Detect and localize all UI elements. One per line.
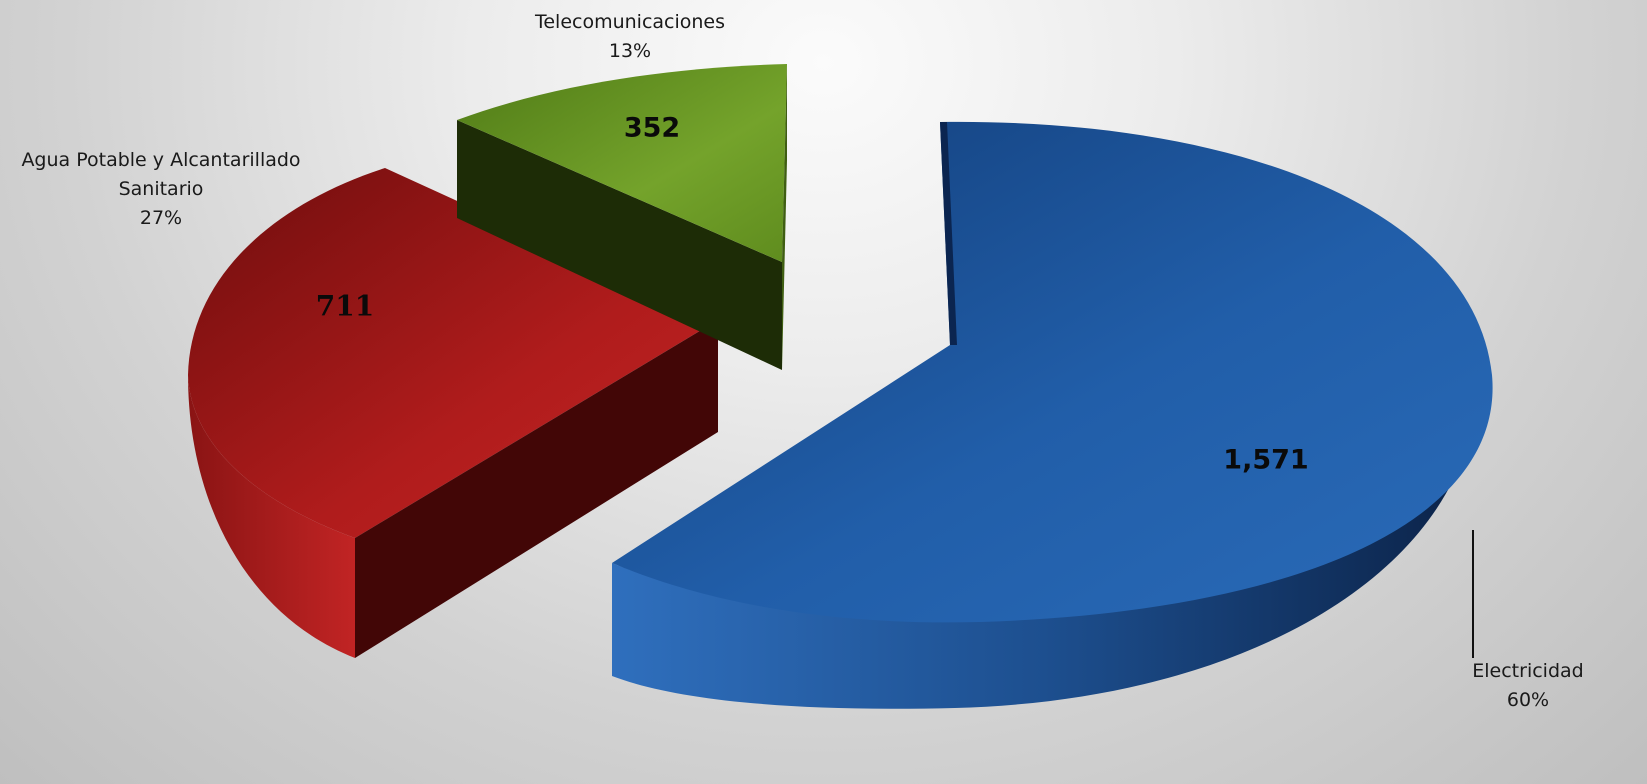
slice-telecom-top: [457, 64, 787, 262]
label-telecom-name: Telecomunicaciones: [534, 11, 726, 33]
slice-telecom-inner-wall: [457, 120, 782, 370]
slice-electricidad-inner-wall: [940, 122, 957, 345]
value-label-electricidad: 1,571: [1223, 444, 1309, 476]
pie-slice-telecom: [457, 64, 787, 370]
label-electricidad-name: Electricidad: [1472, 660, 1584, 682]
label-agua-percent: 27%: [139, 207, 183, 229]
label-telecom-percent: 13%: [608, 40, 652, 62]
label-agua-name-line1: Agua Potable y Alcantarillado: [21, 149, 301, 171]
label-electricidad: Electricidad 60%: [1418, 657, 1638, 715]
label-telecom: Telecomunicaciones 13%: [480, 8, 780, 66]
slice-telecom-right-edge: [782, 64, 787, 370]
slice-agua-side: [188, 375, 355, 658]
slice-agua-inner-wall: [355, 320, 718, 658]
slice-electricidad-side: [612, 380, 1477, 709]
value-label-telecom: 352: [623, 112, 681, 144]
pie-slice-electricidad: [612, 121, 1493, 709]
slice-electricidad-top: [612, 121, 1493, 623]
label-electricidad-percent: 60%: [1506, 689, 1550, 711]
value-label-agua: 711: [315, 289, 375, 323]
label-agua-name-line2: Sanitario: [118, 178, 204, 200]
label-agua: Agua Potable y Alcantarillado Sanitario …: [0, 146, 322, 233]
